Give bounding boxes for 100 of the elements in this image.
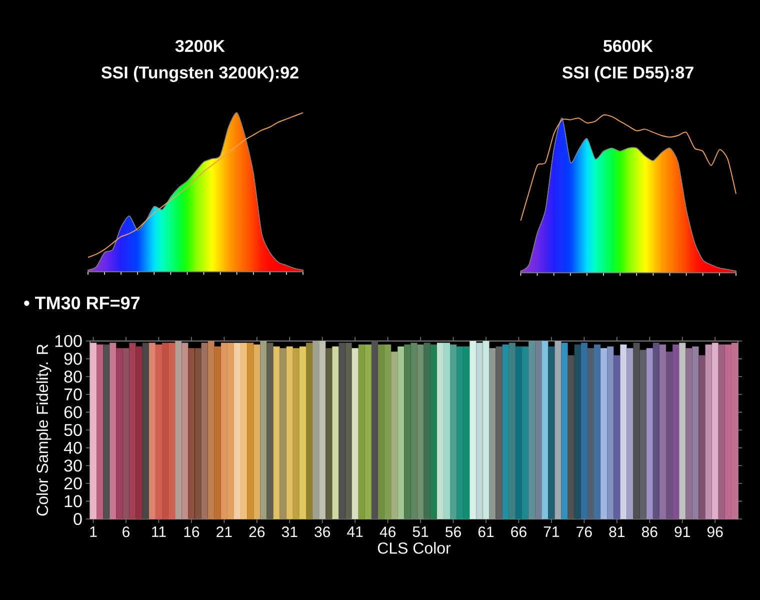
- bar: [319, 341, 326, 519]
- y-tick-label: 70: [64, 388, 82, 400]
- bar: [522, 346, 529, 519]
- bar: [679, 342, 686, 519]
- x-tick-label: 21: [216, 526, 232, 538]
- bar: [286, 346, 293, 519]
- x-tick-label: 41: [347, 526, 363, 537]
- x-axis-title: CLS Color: [378, 542, 451, 554]
- chart-subtitle: SSI (CIE D55):87: [562, 66, 694, 82]
- bar: [410, 342, 418, 519]
- bar: [136, 346, 142, 519]
- x-tick-label: 51: [412, 526, 428, 537]
- bar: [705, 344, 712, 519]
- bar: [607, 346, 614, 519]
- bar: [234, 342, 241, 519]
- y-tick-label: 50: [64, 424, 82, 436]
- x-tick-label: 31: [282, 526, 298, 538]
- bar: [436, 342, 444, 519]
- y-tick-label: 100: [55, 334, 82, 348]
- bar: [508, 342, 516, 519]
- bar: [659, 344, 666, 519]
- bar: [528, 341, 536, 519]
- bar: [214, 346, 221, 519]
- bar: [496, 346, 502, 519]
- bar: [450, 344, 457, 519]
- chart-title: 5600K: [603, 40, 653, 52]
- bar: [299, 346, 306, 519]
- y-tick-label: 80: [64, 370, 82, 383]
- bar: [332, 346, 339, 519]
- bar: [672, 344, 680, 519]
- bar: [594, 344, 601, 519]
- bar: [122, 348, 130, 519]
- bar: [463, 346, 470, 519]
- chart-subtitle: SSI (Tungsten 3200K):92: [101, 66, 298, 82]
- y-tick-label: 0: [74, 512, 82, 526]
- bar: [633, 342, 640, 519]
- bar: [364, 344, 372, 519]
- bar: [326, 348, 332, 519]
- bar: [640, 350, 646, 519]
- bar: [417, 344, 424, 519]
- chart-title: 3200K: [175, 40, 225, 52]
- bar: [614, 355, 620, 519]
- bar: [103, 344, 110, 519]
- bar: [686, 348, 692, 519]
- bar: [175, 341, 182, 519]
- x-tick-label: 71: [544, 526, 560, 537]
- bar: [554, 341, 562, 519]
- bar: [155, 344, 162, 519]
- bar: [398, 346, 404, 519]
- bar: [129, 342, 136, 519]
- bar: [712, 342, 718, 519]
- bar: [292, 348, 300, 519]
- bar: [110, 342, 116, 519]
- bar: [698, 355, 706, 519]
- x-tick-label: 26: [249, 526, 265, 538]
- bar: [247, 342, 254, 519]
- y-tick-label: 40: [64, 442, 82, 454]
- bar: [652, 342, 660, 519]
- bar: [345, 342, 352, 519]
- y-tick-label: 30: [64, 460, 82, 472]
- bar: [646, 348, 653, 519]
- x-tick-label: 56: [446, 526, 461, 538]
- bar: [580, 342, 588, 519]
- bar: [352, 348, 358, 519]
- bar: [470, 341, 476, 519]
- bar: [443, 342, 450, 519]
- bar: [456, 346, 464, 519]
- bar: [182, 342, 188, 519]
- bar: [620, 344, 627, 519]
- x-tick-label: 91: [674, 526, 690, 538]
- x-tick-label: 1: [90, 526, 97, 537]
- bar: [96, 344, 104, 519]
- bar: [116, 348, 123, 519]
- bar: [535, 341, 542, 519]
- bar: [515, 346, 522, 519]
- bar: [718, 344, 725, 519]
- bar: [384, 344, 392, 519]
- x-tick-label: 36: [314, 526, 330, 538]
- y-tick-label: 10: [64, 495, 82, 508]
- x-tick-label: 11: [152, 526, 166, 537]
- bar: [626, 348, 634, 519]
- bar: [162, 342, 169, 519]
- bar: [600, 348, 608, 519]
- bar: [142, 342, 149, 519]
- bar: [587, 348, 594, 519]
- bar: [188, 348, 195, 519]
- bar: [548, 346, 555, 519]
- bar: [378, 344, 385, 519]
- bar: [358, 344, 365, 519]
- bar: [666, 352, 673, 519]
- x-tick-label: 76: [576, 526, 592, 538]
- bar: [692, 346, 699, 519]
- bar: [280, 348, 286, 519]
- bar: [338, 342, 346, 519]
- bar: [391, 352, 398, 519]
- bar: [542, 341, 548, 519]
- chart-title: • TM30 RF=97: [24, 296, 140, 310]
- bar: [482, 341, 490, 519]
- x-tick-label: 6: [122, 526, 130, 538]
- x-tick-label: 81: [609, 526, 625, 538]
